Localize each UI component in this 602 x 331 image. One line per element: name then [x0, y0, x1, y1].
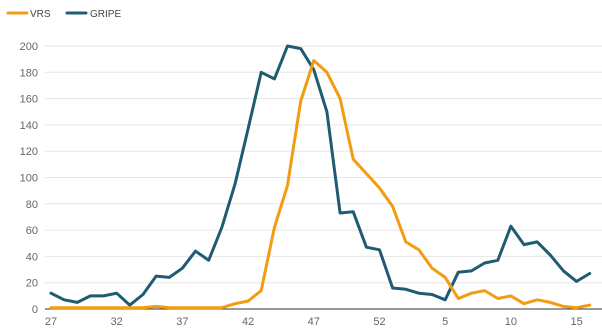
legend-label-vrs: VRS	[30, 9, 51, 20]
x-tick-label-27: 27	[45, 316, 57, 328]
chart-legend: VRS GRIPE	[6, 9, 121, 20]
x-tick-label-47: 47	[308, 316, 320, 328]
y-tick-label-140: 140	[20, 120, 38, 132]
x-tick-label-15: 15	[570, 316, 582, 328]
y-tick-label-0: 0	[32, 304, 38, 316]
series-line-gripe	[49, 44, 592, 307]
y-tick-label-40: 40	[26, 251, 38, 263]
y-gridlines	[45, 45, 602, 284]
y-tick-label-180: 180	[20, 67, 38, 79]
y-tick-label-20: 20	[26, 278, 38, 290]
series-line-vrs	[49, 59, 592, 310]
x-tick-label-37: 37	[176, 316, 188, 328]
y-tick-label-80: 80	[26, 199, 38, 211]
x-tick-label-52: 52	[373, 316, 385, 328]
x-tick-label-5: 5	[442, 316, 448, 328]
x-axis: 27 32 37 42 47 52 5 10 15	[45, 308, 602, 328]
x-tick-label-10: 10	[505, 316, 517, 328]
y-tick-label-100: 100	[20, 173, 38, 185]
legend-label-gripe: GRIPE	[90, 9, 121, 20]
y-tick-label-120: 120	[20, 146, 38, 158]
series-layer	[49, 44, 592, 310]
x-tick-label-32: 32	[111, 316, 123, 328]
x-tick-label-42: 42	[242, 316, 254, 328]
y-axis: 0 20 40 60 80 100 120 140 160 180 200	[20, 41, 38, 316]
y-tick-label-60: 60	[26, 225, 38, 237]
y-tick-label-200: 200	[20, 41, 38, 53]
y-tick-label-160: 160	[20, 94, 38, 106]
